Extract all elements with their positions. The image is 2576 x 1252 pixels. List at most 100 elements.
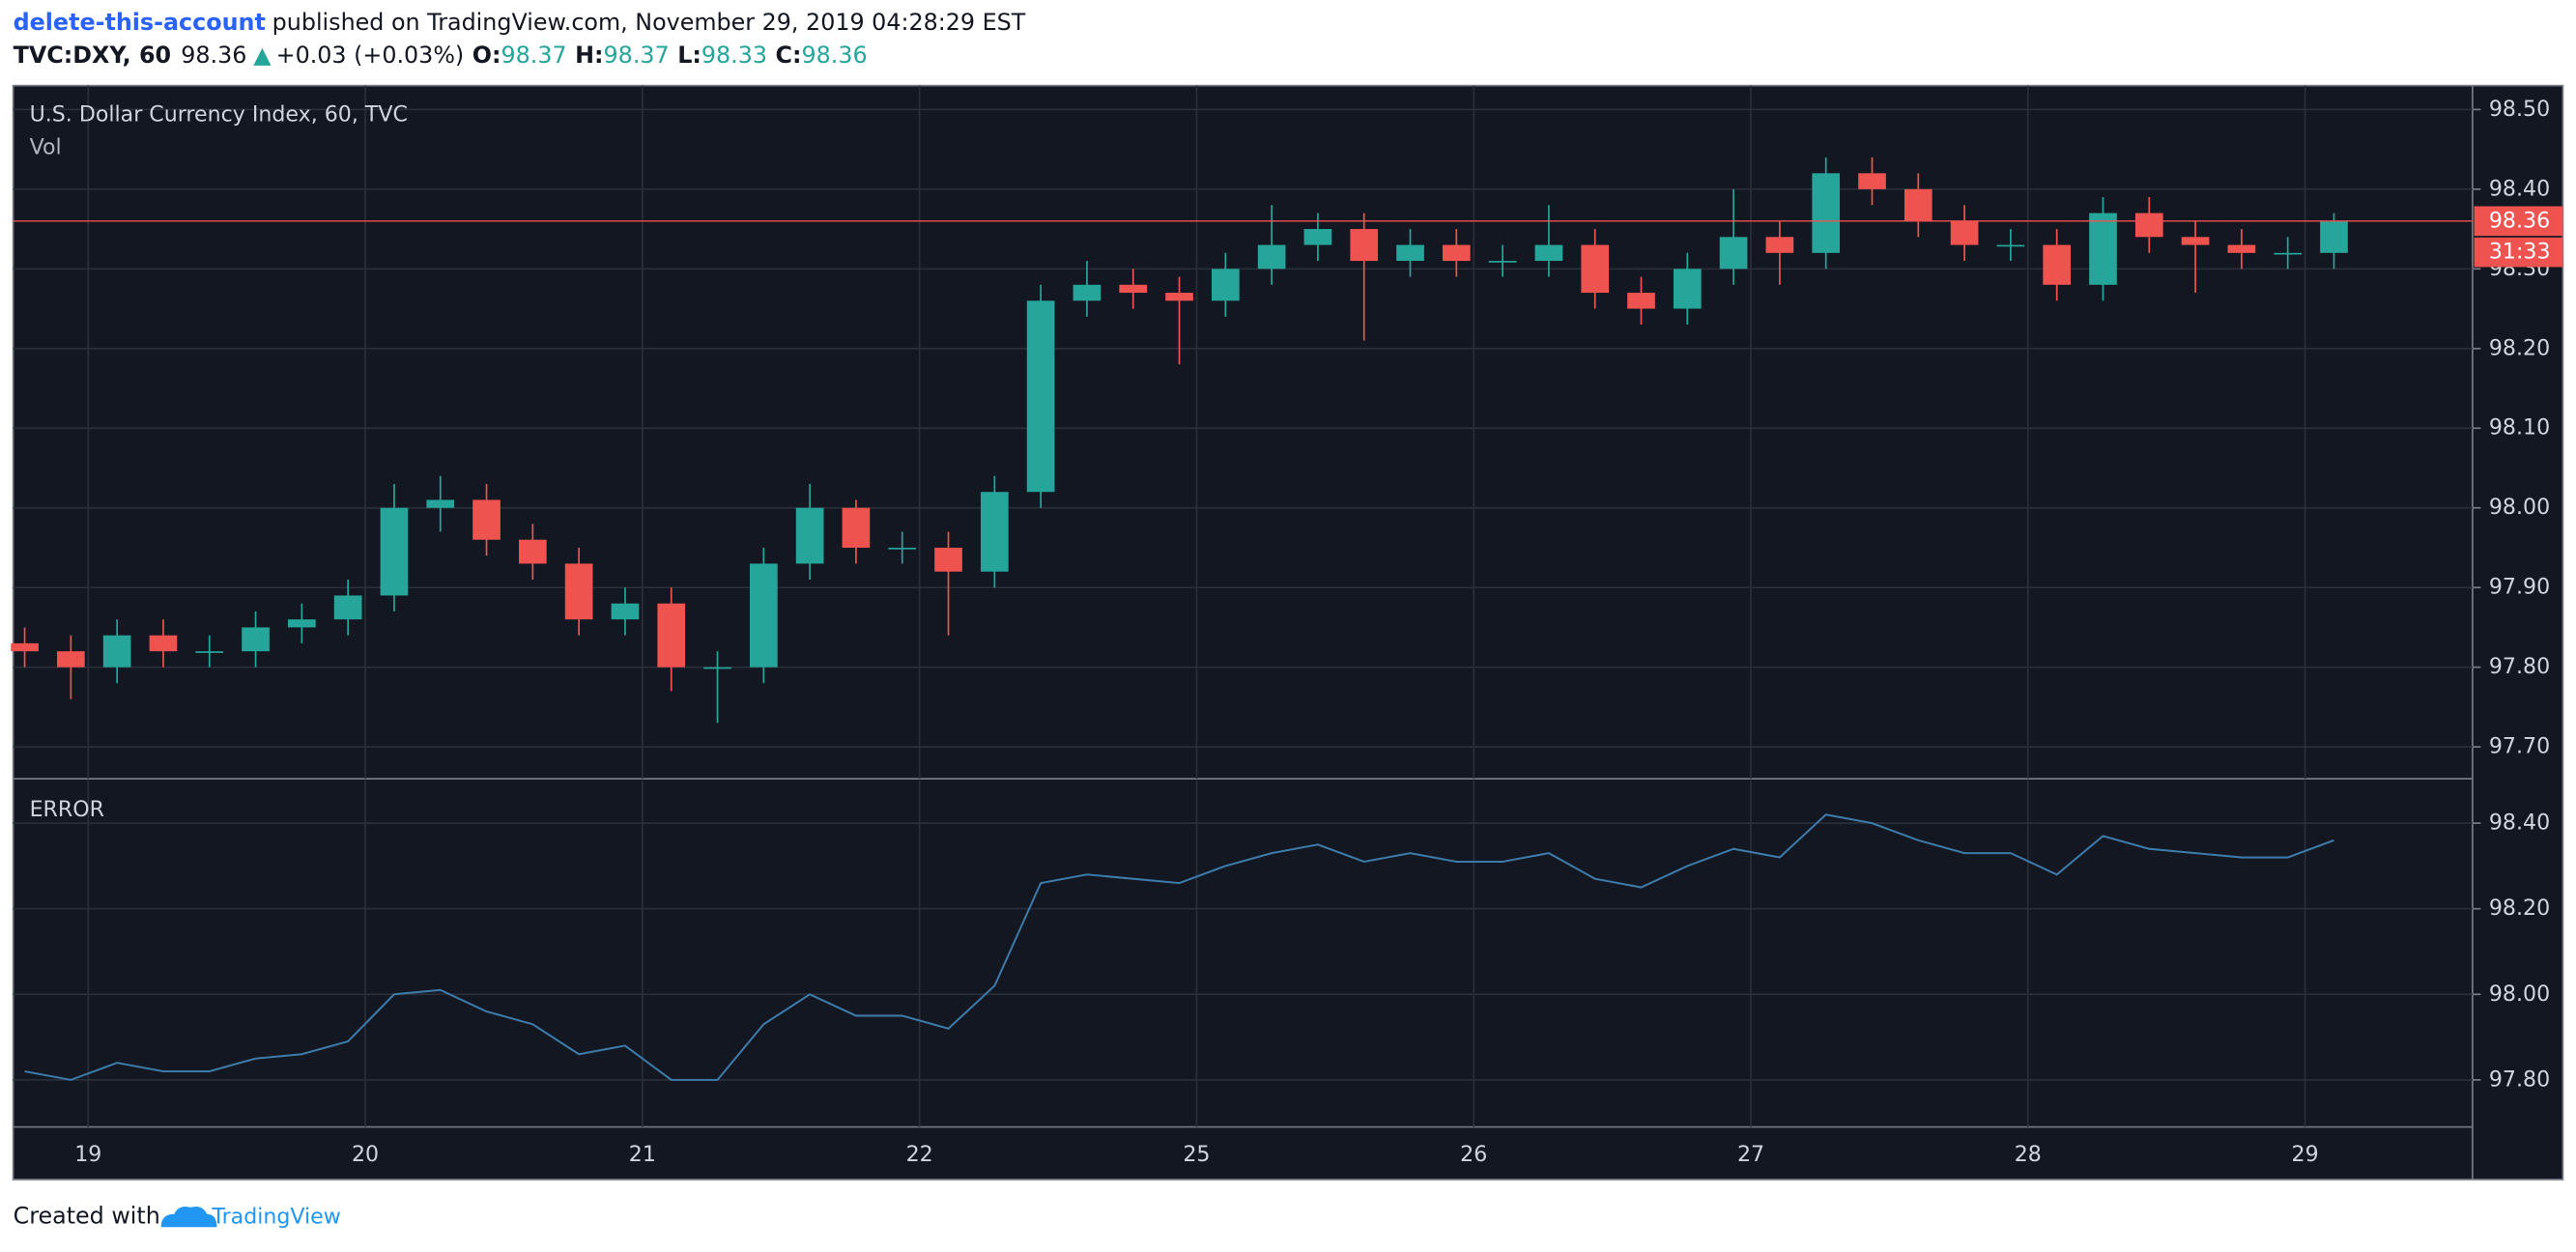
y-tick-label: 97.70 [2489,734,2550,759]
candle-body [1719,237,1748,270]
ohlc-value: 98.36 [802,42,868,69]
candle-body [1303,229,1332,245]
y-tick-label: 98.20 [2489,896,2550,921]
candle-body [2227,244,2256,253]
chart-layer: 97.7097.8097.9098.0098.1098.2098.3098.40… [11,85,2563,1167]
x-tick-label: 29 [2292,1142,2319,1167]
publish-line: delete-this-account published on TradingV… [14,9,1026,36]
x-tick-label: 20 [352,1142,379,1167]
candle-body [1026,300,1055,493]
candle-body [749,563,778,668]
candle-body [703,667,731,669]
symbol-line: TVC:DXY, 60 98.36 ▲ +0.03 (+0.03%) O:98.37 H:… [14,42,868,69]
ohlc-label: C: [776,42,802,69]
candle-body [149,635,178,652]
countdown-box [2474,237,2563,268]
x-tick-label: 26 [1460,1142,1487,1167]
candle-body [11,642,39,652]
ohlc-value: 98.37 [604,42,670,69]
pane-subtitle: Vol [30,135,62,160]
candle-body [1581,244,1610,294]
candle-body [1996,244,2025,247]
candle-body [242,627,270,652]
y-tick-label: 98.40 [2489,811,2550,836]
change-arrow: ▲ [253,42,272,69]
published: published on TradingView.com, November 2… [272,9,1026,36]
candle-body [57,651,85,668]
candle-body [1534,244,1563,262]
y-tick-label: 98.50 [2489,97,2550,122]
y-tick-label: 98.00 [2489,982,2550,1007]
candle-body [2181,237,2210,245]
candle-body [380,507,409,596]
candle-body [288,619,316,628]
candle-body [888,547,917,550]
author[interactable]: delete-this-account [14,9,266,36]
ohlc: O:98.37 H:98.37 L:98.33 C:98.36 [472,42,868,69]
y-tick-label: 98.40 [2489,176,2550,201]
y-tick-label: 98.00 [2489,495,2550,520]
candle-body [842,507,871,548]
last-price-label: 98.36 [2489,208,2550,233]
y-tick-label: 97.80 [2489,654,2550,679]
candle-body [1396,244,1424,262]
candle-body [1765,237,1794,253]
candle-body [934,547,962,572]
candle-body [1812,173,1841,253]
candle-body [518,539,547,564]
candle-body [1673,269,1702,309]
candle-body [2134,213,2163,238]
candle-body [1627,293,1655,309]
candle-body [611,603,640,620]
ohlc-value: 98.37 [501,42,566,69]
candle-body [1950,220,1979,245]
price: 98.36 [181,42,246,69]
pane-title: ERROR [30,797,104,822]
y-tick-label: 97.80 [2489,1067,2550,1092]
symbol: TVC:DXY, 60 [14,42,171,69]
y-tick-label: 98.10 [2489,415,2550,441]
error-line [24,813,2334,1081]
x-tick-label: 25 [1183,1142,1210,1167]
x-tick-label: 28 [2015,1142,2042,1167]
x-tick-label: 19 [74,1142,101,1167]
footer-text: Created with [14,1203,160,1230]
candle-body [657,603,686,668]
candle-body [1903,188,1932,221]
candle-body [1119,284,1148,294]
candle-body [1350,229,1379,262]
x-tick-label: 22 [906,1142,933,1167]
y-tick-label: 98.20 [2489,335,2550,360]
last-price-box [2474,206,2563,237]
candle-body [195,651,224,653]
countdown-label: 31:33 [2489,240,2551,265]
candle-body [1257,244,1286,270]
candle-body [2089,213,2117,285]
y-tick-label: 97.90 [2489,575,2550,600]
candle-body [1442,244,1471,262]
candle-body [472,499,501,540]
candle-body [426,499,455,508]
candle-body [1211,269,1240,301]
candle-body [1073,284,1102,301]
candle-body [1858,173,1886,189]
candle-body [2274,252,2303,255]
chart-background [12,84,2564,1181]
ohlc-label: O: [472,42,501,69]
candle-body [564,563,593,620]
candle-body [1165,293,1193,301]
footer-brand[interactable]: TradingView [211,1205,340,1230]
tradingview-logo[interactable] [160,1207,217,1228]
ohlc-value: 98.33 [701,42,767,69]
x-tick-label: 27 [1737,1142,1764,1167]
candle-body [333,595,362,620]
candle-body [102,635,131,668]
candle-body [2043,244,2072,285]
change: +0.03 (+0.03%) [276,42,465,69]
candle-body [980,492,1009,572]
ohlc-label: H: [575,42,603,69]
candle-body [1488,261,1517,263]
candle-body [2320,220,2348,253]
